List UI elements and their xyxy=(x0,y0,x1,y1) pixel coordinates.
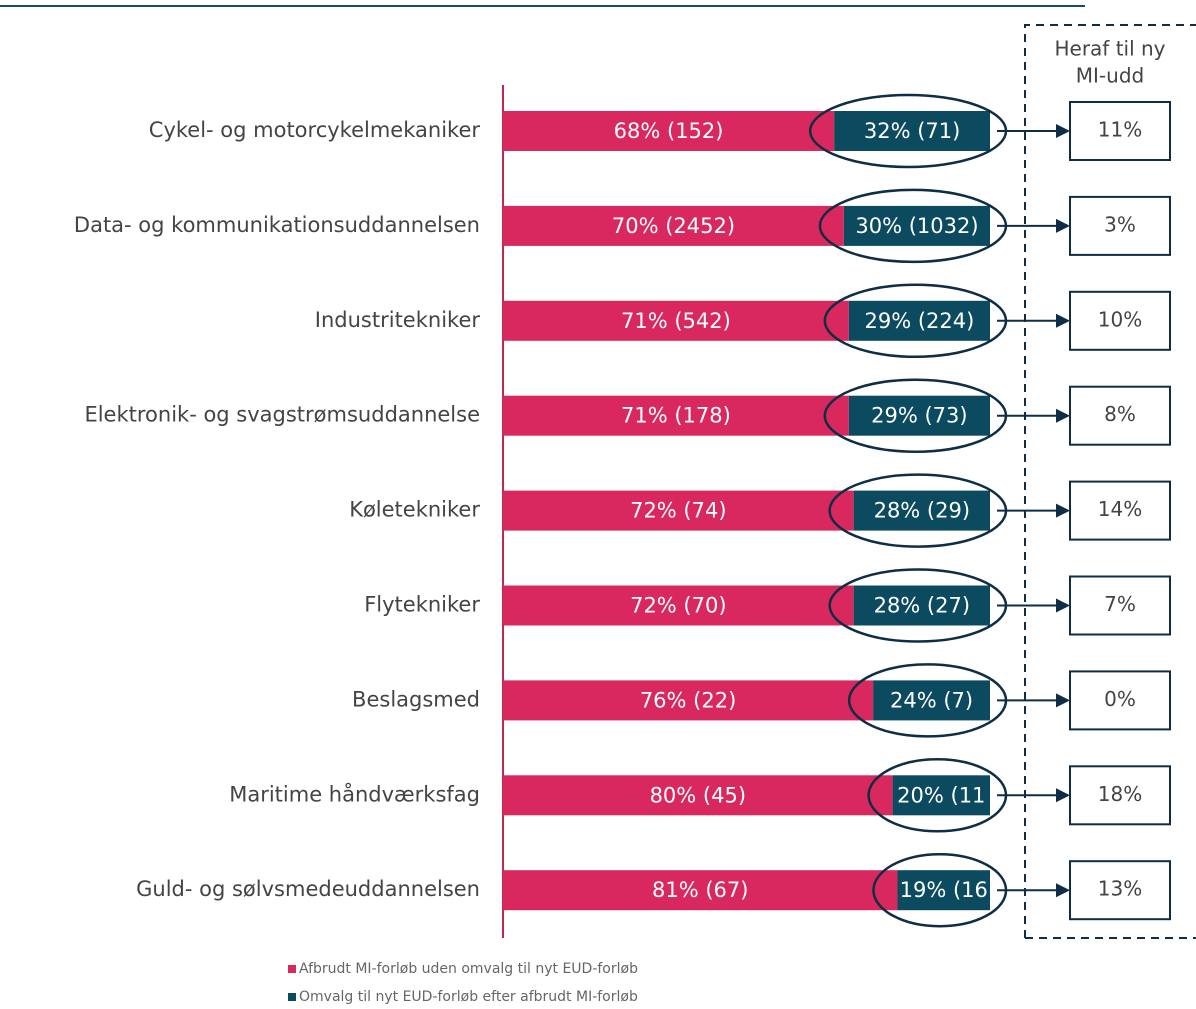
category-label: Data- og kommunikationsuddannelsen xyxy=(74,213,480,237)
side-title: MI-udd xyxy=(1076,64,1144,88)
value-label: 19% (16 xyxy=(900,878,988,902)
bar-segment xyxy=(848,395,990,436)
category-label: Elektronik- og svagstrømsuddannelse xyxy=(84,403,480,427)
side-value: 8% xyxy=(1104,402,1136,426)
arrow-head xyxy=(1056,408,1070,423)
legend-swatch xyxy=(288,993,296,1001)
value-label: 29% (73) xyxy=(871,404,967,428)
arrow-head xyxy=(1056,503,1070,518)
side-title: Heraf til ny xyxy=(1054,37,1165,61)
side-box xyxy=(1069,290,1171,351)
bar-segment xyxy=(834,111,990,151)
category-label: Beslagsmed xyxy=(352,687,480,711)
side-value: 3% xyxy=(1104,212,1136,236)
value-label: 28% (29) xyxy=(874,499,970,523)
side-box xyxy=(1069,195,1171,256)
value-label: 28% (27) xyxy=(874,594,970,618)
value-label: 72% (74) xyxy=(630,499,726,523)
bar-segment xyxy=(853,585,990,626)
bar-segment xyxy=(843,205,990,246)
category-label: Guld- og sølvsmedeuddannelsen xyxy=(136,877,480,901)
side-value: 14% xyxy=(1098,497,1142,521)
arrow-head xyxy=(1056,313,1070,328)
side-box xyxy=(1069,101,1171,161)
side-box xyxy=(1069,575,1171,636)
bar-segment xyxy=(892,775,990,816)
value-label: 68% (152) xyxy=(614,119,724,143)
side-box xyxy=(1069,765,1171,826)
side-value: 10% xyxy=(1098,307,1142,331)
bar-segment xyxy=(873,680,990,721)
value-label: 20% (11 xyxy=(897,783,985,807)
side-value: 11% xyxy=(1098,118,1142,142)
value-label: 30% (1032) xyxy=(855,214,978,238)
side-box xyxy=(1069,670,1171,731)
value-label: 71% (178) xyxy=(621,404,731,428)
bar-segment xyxy=(503,775,893,816)
side-box xyxy=(1069,860,1171,921)
category-label: Køletekniker xyxy=(349,498,480,522)
value-label: 80% (45) xyxy=(650,783,746,807)
side-value: 13% xyxy=(1098,877,1142,901)
value-label: 29% (224) xyxy=(864,309,974,333)
value-label: 72% (70) xyxy=(630,594,726,618)
legend-label: Omvalg til nyt EUD-forløb efter afbrudt … xyxy=(299,989,638,1005)
arrow-head xyxy=(1056,598,1070,613)
value-label: 71% (542) xyxy=(621,309,731,333)
category-label: Maritime håndværksfag xyxy=(229,781,480,806)
bar-segment xyxy=(897,870,990,911)
side-value: 18% xyxy=(1098,782,1142,806)
bar-segment xyxy=(503,205,844,246)
category-label: Industritekniker xyxy=(315,308,481,332)
category-label: Flytekniker xyxy=(364,593,480,617)
value-label: 24% (7) xyxy=(890,688,973,712)
bar-segment xyxy=(503,111,835,151)
arrow-head xyxy=(1056,218,1070,233)
value-label: 81% (67) xyxy=(652,878,748,902)
bar-segment xyxy=(503,300,849,341)
bar-segment xyxy=(503,395,849,436)
legend-label: Afbrudt MI-forløb uden omvalg til nyt EU… xyxy=(299,961,638,977)
bar-segment xyxy=(848,300,990,341)
side-frame xyxy=(1024,24,1196,938)
arrow-head xyxy=(1056,788,1070,803)
side-value: 7% xyxy=(1104,592,1136,616)
value-label: 32% (71) xyxy=(864,119,960,143)
value-label: 70% (2452) xyxy=(612,214,735,238)
arrow-head xyxy=(1056,693,1070,708)
side-value: 0% xyxy=(1104,687,1136,711)
bar-segment xyxy=(503,680,874,721)
bar-segment xyxy=(853,490,990,531)
side-box xyxy=(1069,480,1171,541)
bar-segment xyxy=(503,585,854,626)
arrow-head xyxy=(1056,124,1070,138)
bar-segment xyxy=(503,490,854,531)
value-label: 76% (22) xyxy=(640,688,736,712)
bar-segment xyxy=(503,870,898,911)
arrow-head xyxy=(1056,883,1070,898)
category-label: Cykel- og motorcykelmekaniker xyxy=(149,118,481,142)
side-box xyxy=(1069,385,1171,446)
legend-swatch xyxy=(288,965,296,973)
